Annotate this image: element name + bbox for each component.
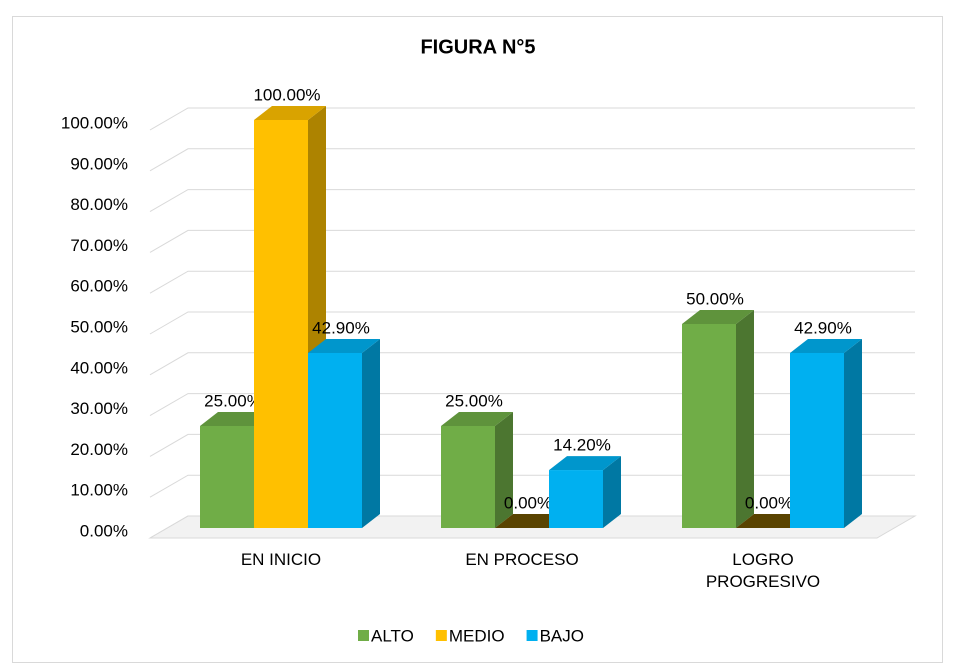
bar-side: [362, 338, 380, 528]
bar-side: [495, 412, 513, 528]
bar: [200, 426, 254, 528]
grid-line: [149, 474, 915, 498]
data-label: 50.00%: [686, 289, 744, 308]
bar: [682, 324, 736, 528]
bar-top: [308, 338, 380, 353]
y-tick-label: 10.00%: [70, 481, 128, 500]
data-label: 0.00%: [504, 493, 552, 512]
grid-line: [149, 270, 915, 294]
data-label: 0.00%: [745, 493, 793, 512]
y-tick-label: 70.00%: [70, 236, 128, 255]
y-tick-label: 60.00%: [70, 277, 128, 296]
x-tick-label: EN INICIO: [240, 550, 322, 569]
y-tick-label: 90.00%: [70, 154, 128, 173]
x-tick-label: EN PROCESO: [465, 550, 579, 569]
y-tick-label: 80.00%: [70, 195, 128, 214]
data-label: 14.20%: [553, 436, 611, 455]
data-label: 42.90%: [312, 318, 370, 337]
bar: [549, 470, 603, 528]
bar-top: [441, 412, 513, 426]
chart-title: FIGURA N°5: [420, 36, 535, 58]
data-label: 25.00%: [204, 391, 262, 410]
legend-label: MEDIO: [449, 626, 505, 645]
legend-label: BAJO: [540, 626, 584, 645]
chart-border: [12, 16, 943, 663]
bar-top: [254, 106, 326, 120]
y-tick-label: 20.00%: [70, 440, 128, 459]
bar: [254, 120, 308, 528]
y-tick-label: 30.00%: [70, 399, 128, 418]
grid-line: [149, 393, 915, 417]
grid-line: [149, 311, 915, 335]
bar-top: [790, 338, 862, 353]
x-tick-label: LOGRO PROGRESIVO: [705, 550, 821, 591]
bar: [308, 352, 362, 528]
grid-line: [149, 107, 915, 131]
bar-side: [603, 456, 621, 528]
bar: [790, 352, 844, 528]
grid-line: [149, 352, 915, 376]
y-tick-label: 0.00%: [80, 521, 128, 540]
data-label: 100.00%: [253, 85, 320, 104]
legend-swatch: [358, 630, 369, 641]
grid-line: [149, 148, 915, 172]
legend-label: ALTO: [371, 626, 414, 645]
data-label: 42.90%: [794, 318, 852, 337]
bar-top: [682, 310, 754, 324]
grid-line: [149, 515, 915, 539]
y-tick-label: 40.00%: [70, 358, 128, 377]
bar-side: [736, 310, 754, 528]
bar-top: [549, 456, 621, 471]
bar-side: [844, 338, 862, 528]
legend-swatch: [435, 630, 447, 641]
y-tick-label: 100.00%: [61, 113, 128, 132]
data-label: 25.00%: [445, 391, 503, 410]
grid-line: [149, 189, 915, 213]
grid-line: [149, 229, 915, 253]
grid-line: [149, 433, 915, 457]
y-tick-label: 50.00%: [70, 317, 128, 336]
bar: [441, 426, 495, 528]
legend-swatch: [526, 630, 538, 641]
